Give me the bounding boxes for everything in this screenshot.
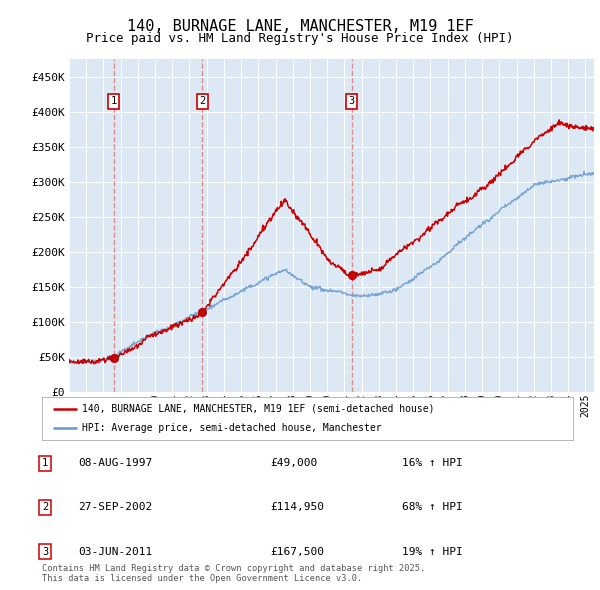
- Text: Price paid vs. HM Land Registry's House Price Index (HPI): Price paid vs. HM Land Registry's House …: [86, 32, 514, 45]
- Text: 16% ↑ HPI: 16% ↑ HPI: [402, 458, 463, 468]
- Text: 2: 2: [42, 503, 48, 512]
- Text: 3: 3: [42, 547, 48, 556]
- Text: 03-JUN-2011: 03-JUN-2011: [78, 547, 152, 556]
- Text: 3: 3: [349, 96, 355, 106]
- Text: 19% ↑ HPI: 19% ↑ HPI: [402, 547, 463, 556]
- Text: 1: 1: [110, 96, 117, 106]
- Text: 1: 1: [42, 458, 48, 468]
- Text: Contains HM Land Registry data © Crown copyright and database right 2025.
This d: Contains HM Land Registry data © Crown c…: [42, 563, 425, 583]
- Text: £49,000: £49,000: [270, 458, 317, 468]
- Text: 27-SEP-2002: 27-SEP-2002: [78, 503, 152, 512]
- Text: £167,500: £167,500: [270, 547, 324, 556]
- Text: 08-AUG-1997: 08-AUG-1997: [78, 458, 152, 468]
- Text: 140, BURNAGE LANE, MANCHESTER, M19 1EF: 140, BURNAGE LANE, MANCHESTER, M19 1EF: [127, 19, 473, 34]
- Text: HPI: Average price, semi-detached house, Manchester: HPI: Average price, semi-detached house,…: [82, 423, 382, 433]
- Text: 140, BURNAGE LANE, MANCHESTER, M19 1EF (semi-detached house): 140, BURNAGE LANE, MANCHESTER, M19 1EF (…: [82, 404, 434, 414]
- Text: £114,950: £114,950: [270, 503, 324, 512]
- Text: 68% ↑ HPI: 68% ↑ HPI: [402, 503, 463, 512]
- Text: 2: 2: [199, 96, 206, 106]
